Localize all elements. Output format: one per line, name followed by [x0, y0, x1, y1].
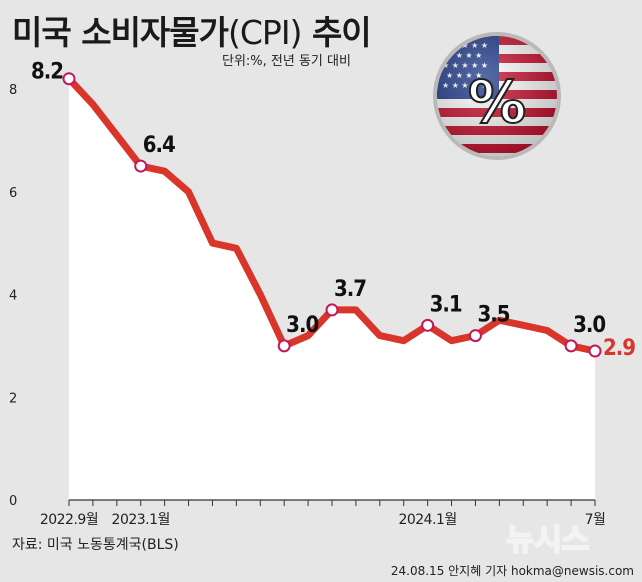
- data-value-label: 8.2: [31, 60, 63, 85]
- data-point-marker: [588, 344, 602, 358]
- data-point-marker: [421, 318, 435, 332]
- data-value-label: 3.5: [477, 303, 509, 328]
- data-value-label: 3.7: [334, 277, 366, 302]
- title-tail: 추이: [301, 13, 372, 52]
- data-value-label: 3.1: [430, 292, 462, 317]
- watermark-text: 뉴시스: [507, 523, 590, 558]
- area-fill: [69, 78, 595, 500]
- data-value-label: 6.4: [143, 133, 175, 158]
- x-tick-label: 2023.1월: [112, 512, 170, 528]
- title-main: 미국 소비자물가: [12, 13, 229, 52]
- axis-layer: 0 2 4 6 8 2022.9월 2023.1월 2024.1월 7월: [9, 83, 606, 528]
- chart-title: 미국 소비자물가(CPI) 추이: [12, 6, 372, 54]
- percent-glyph: %: [468, 68, 526, 136]
- data-value-label: 3.0: [573, 313, 605, 338]
- area-layer: [69, 78, 595, 500]
- data-point-marker: [62, 72, 76, 86]
- us-flag-percent-icon: ★ ★ ★ ★ ★ ★ ★ ★ ★ ★ ★ ★ ★ ★ ★ ★ ★ ★ ★ ★ …: [433, 32, 561, 160]
- title-paren: (CPI): [228, 13, 302, 52]
- y-tick-label: 0: [9, 494, 17, 509]
- unit-note: 단위:%, 전년 동기 대비: [222, 54, 351, 69]
- data-point-marker: [564, 339, 578, 353]
- y-tick-label: 8: [9, 83, 17, 98]
- data-value-label: 3.0: [286, 313, 318, 338]
- credit-note: 24.08.15 안지혜 기자 hokma@newsis.com: [390, 564, 634, 578]
- newsis-watermark: 뉴시스: [506, 522, 591, 559]
- data-point-marker: [134, 159, 148, 173]
- marker-layer: [62, 72, 602, 358]
- source-note: 자료: 미국 노동통계국(BLS): [12, 537, 179, 553]
- data-value-label: 2.9: [603, 336, 635, 361]
- y-tick-label: 6: [9, 186, 17, 201]
- data-point-marker: [325, 303, 339, 317]
- x-tick-label: 2022.9월: [40, 512, 98, 528]
- y-tick-label: 2: [9, 391, 17, 406]
- label-layer: 8.26.43.03.73.1 3.5 3.02.9: [31, 60, 636, 361]
- data-point-marker: [277, 339, 291, 353]
- y-tick-label: 4: [9, 289, 17, 304]
- data-point-marker: [468, 329, 482, 343]
- x-tick-label: 2024.1월: [398, 512, 456, 528]
- x-tick-label: 7월: [585, 512, 606, 528]
